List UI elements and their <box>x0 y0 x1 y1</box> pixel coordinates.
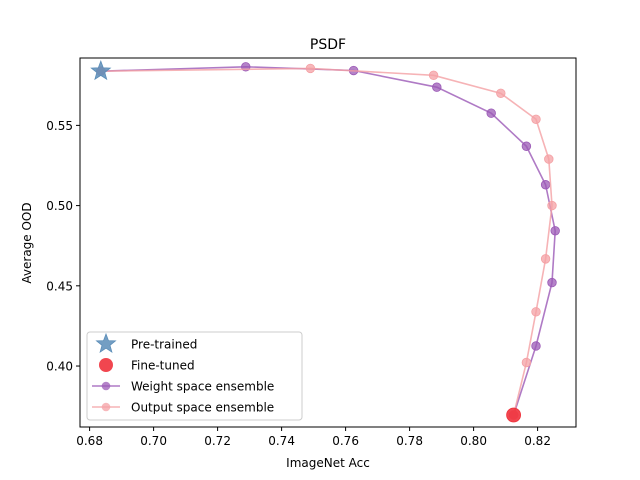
data-point <box>496 88 506 98</box>
x-axis-label: ImageNet Acc <box>286 456 370 470</box>
y-tick-label: 0.40 <box>46 360 73 374</box>
legend-item-weight-space-ensemble: Weight space ensemble <box>92 380 274 394</box>
x-tick-label: 0.70 <box>140 434 167 448</box>
data-point <box>531 114 541 124</box>
y-tick-label: 0.50 <box>46 199 73 213</box>
legend-marker-circle <box>99 358 113 372</box>
y-tick-label: 0.55 <box>46 119 73 133</box>
data-point <box>540 180 551 190</box>
fine-tuned-marker <box>506 407 521 423</box>
legend-label: Fine-tuned <box>131 359 195 373</box>
legend-item-output-space-ensemble: Output space ensemble <box>92 401 274 415</box>
y-axis-label: Average OOD <box>20 202 34 283</box>
series-layer <box>90 60 560 423</box>
x-tick-label: 0.82 <box>524 434 551 448</box>
legend-marker-circle <box>101 402 111 412</box>
data-point <box>486 108 496 118</box>
legend-label: Weight space ensemble <box>131 380 274 394</box>
x-tick-label: 0.80 <box>460 434 487 448</box>
data-point <box>540 254 551 264</box>
data-point <box>531 307 541 317</box>
x-axis: 0.68 0.70 0.72 0.74 0.76 0.78 0.80 0.82 <box>76 427 551 448</box>
legend-marker-star <box>95 332 117 354</box>
data-point <box>550 226 560 236</box>
legend-box <box>86 331 303 421</box>
legend: Pre-trained Fine-tuned Weight space ensemb… <box>86 331 303 421</box>
legend-label: Output space ensemble <box>131 401 274 415</box>
plot-frame <box>79 57 577 428</box>
legend-item-fine-tuned: Fine-tuned <box>99 358 195 373</box>
x-tick-label: 0.68 <box>76 434 103 448</box>
data-point <box>428 70 439 81</box>
data-point <box>521 141 532 151</box>
data-point <box>547 277 557 288</box>
legend-item-pre-trained: Pre-trained <box>95 332 197 354</box>
pre-trained-marker <box>90 60 112 81</box>
x-tick-label: 0.72 <box>204 434 231 448</box>
y-tick-label: 0.45 <box>46 279 73 293</box>
chart-title: PSDF <box>310 37 346 53</box>
x-tick-label: 0.76 <box>332 434 359 448</box>
data-point <box>531 341 541 351</box>
data-point <box>547 200 557 211</box>
data-point <box>305 63 316 74</box>
data-point <box>544 154 554 164</box>
legend-label: Pre-trained <box>131 338 197 352</box>
x-tick-label: 0.74 <box>268 434 295 448</box>
legend-marker-circle <box>101 381 111 391</box>
x-tick-label: 0.78 <box>396 434 423 448</box>
y-axis: 0.40 0.45 0.50 0.55 <box>46 119 80 374</box>
legend-entries: Pre-trained Fine-tuned Weight space ensemb… <box>92 332 274 415</box>
data-point <box>521 357 532 368</box>
data-point <box>432 82 442 92</box>
